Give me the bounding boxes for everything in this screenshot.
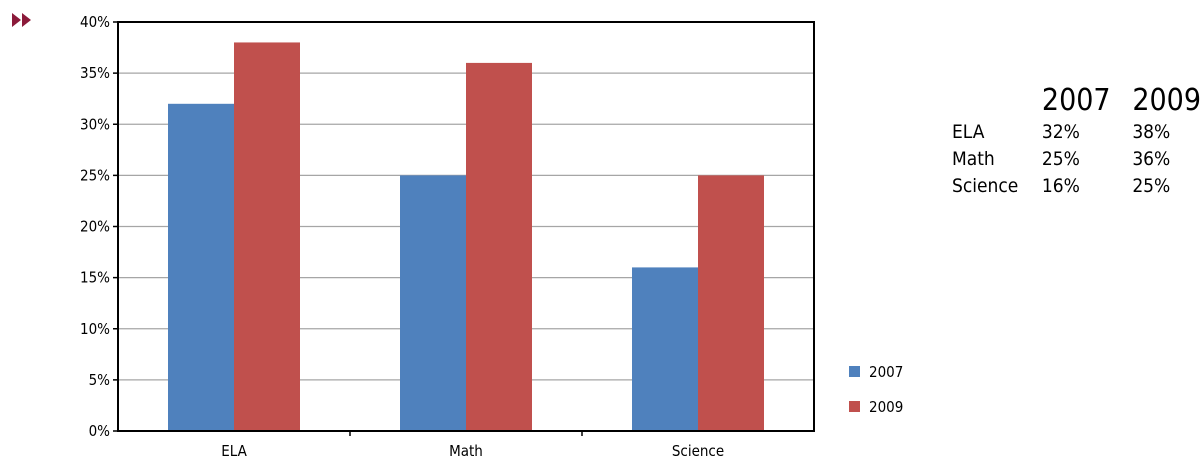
table-header-2007: 2007 <box>1041 83 1111 118</box>
bar-2007-math <box>400 175 466 431</box>
bars <box>168 42 764 432</box>
table-row-label: ELA <box>952 120 985 143</box>
bar-2009-science <box>698 175 764 431</box>
table-header-2009: 2009 <box>1132 83 1201 118</box>
legend-swatch-2007 <box>849 366 860 377</box>
table-row: Science 16% 25% <box>952 172 1201 199</box>
y-tick-label: 5% <box>89 371 111 389</box>
x-axis-ticks: ELA Math Science <box>221 431 724 460</box>
legend-label-2007: 2007 <box>869 363 903 381</box>
y-tick-label: 20% <box>80 218 110 236</box>
x-tick-label: Science <box>672 442 724 460</box>
legend-label-2009: 2009 <box>869 398 903 416</box>
table-row: ELA 32% 38% <box>952 118 1201 145</box>
table-cell: 25% <box>1132 174 1171 197</box>
data-table: 2007 2009 ELA 32% 38% Math 25% 36% Scien… <box>952 78 1201 199</box>
table-cell: 25% <box>1041 147 1080 170</box>
bar-2007-ela <box>168 103 234 432</box>
table-cell: 32% <box>1041 120 1080 143</box>
legend: 2007 2009 <box>849 363 903 416</box>
table-cell: 36% <box>1132 147 1171 170</box>
table-header-row: 2007 2009 <box>952 78 1201 118</box>
legend-swatch-2009 <box>849 401 860 412</box>
x-tick-label: ELA <box>221 442 247 460</box>
table-cell: 16% <box>1041 174 1080 197</box>
y-axis-ticks: 0% 5% 10% 15% 20% 25% 30% 35% 40% <box>80 13 118 440</box>
x-tick-label: Math <box>449 442 483 460</box>
table-cell: 38% <box>1132 120 1171 143</box>
bar-2007-science <box>632 267 698 431</box>
y-tick-label: 0% <box>89 422 111 440</box>
y-tick-label: 35% <box>80 64 110 82</box>
y-tick-label: 10% <box>80 320 110 338</box>
table-header-blank <box>952 78 1042 118</box>
table-row: Math 25% 36% <box>952 145 1201 172</box>
table-row-label: Math <box>952 147 995 170</box>
y-tick-label: 15% <box>80 269 110 287</box>
y-tick-label: 30% <box>80 115 110 133</box>
bar-2009-ela <box>234 42 300 431</box>
y-tick-label: 40% <box>80 13 110 31</box>
y-tick-label: 25% <box>80 166 110 184</box>
table-row-label: Science <box>952 174 1019 197</box>
double-arrow-right-icon[interactable] <box>12 13 31 27</box>
bar-2009-math <box>466 62 532 432</box>
